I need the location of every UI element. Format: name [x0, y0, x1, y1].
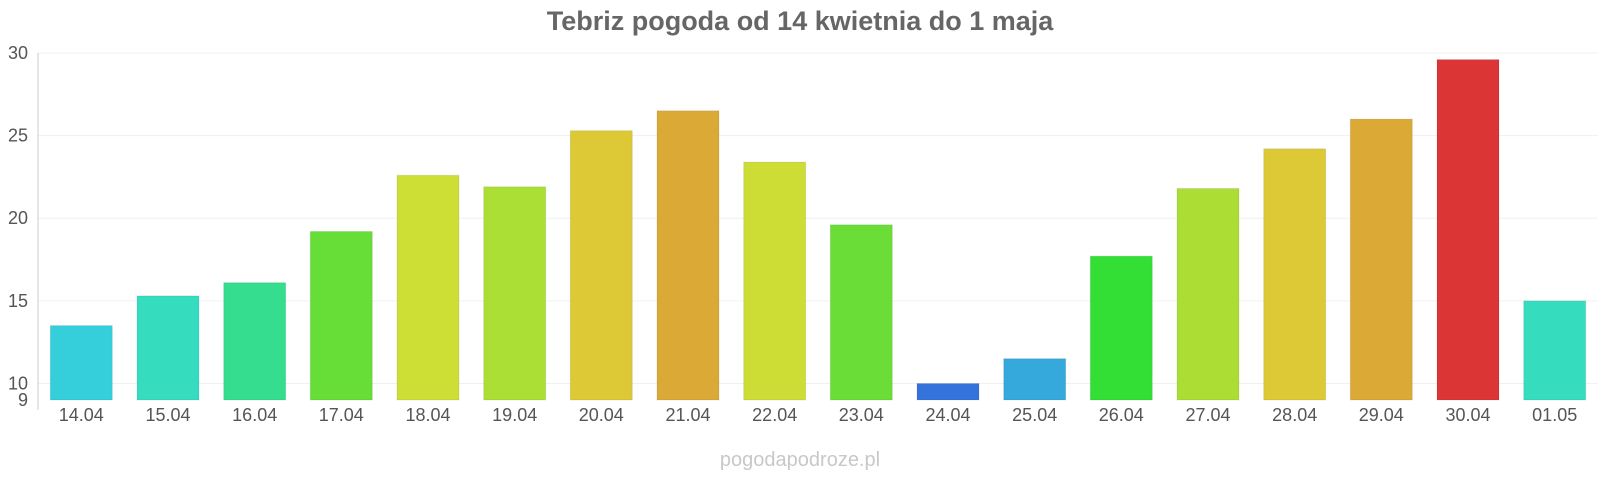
bar: [49, 325, 113, 401]
y-tick-labels: 910 15 20 25 30: [8, 43, 28, 410]
bar: [396, 174, 460, 401]
grid-lines: [38, 52, 1598, 384]
bar: [916, 383, 980, 401]
x-tick-label: 21.04: [665, 405, 710, 425]
y-tick-label: 30: [8, 43, 28, 63]
y-tick-label: 20: [8, 208, 28, 228]
bar: [1436, 59, 1500, 401]
x-tick-labels: 14.04 15.04 16.04 17.04 18.04 19.04 20.04 21.04…: [59, 405, 1577, 425]
x-tick-label: 22.04: [752, 405, 797, 425]
y-tick-label: 10: [8, 373, 28, 393]
x-tick-label: 26.04: [1099, 405, 1144, 425]
x-tick-label: 15.04: [145, 405, 190, 425]
bar: [1089, 255, 1153, 401]
chart-title: Tebriz pogoda od 14 kwietnia do 1 maja: [546, 6, 1054, 36]
bar: [309, 231, 373, 401]
x-tick-label: 16.04: [232, 405, 277, 425]
watermark: pogodapodroze.pl: [719, 449, 881, 471]
y-tick-label: 15: [8, 291, 28, 311]
bar: [1263, 148, 1327, 401]
bar: [743, 161, 807, 401]
bar: [223, 282, 287, 401]
x-tick-label: 14.04: [59, 405, 104, 425]
x-tick-label: 29.04: [1359, 405, 1404, 425]
bar: [136, 295, 200, 401]
bar: [829, 224, 893, 401]
x-tick-label: 23.04: [839, 405, 884, 425]
x-tick-label: 28.04: [1272, 405, 1317, 425]
bar: [483, 186, 547, 401]
bar: [569, 130, 633, 401]
x-tick-label: 27.04: [1185, 405, 1230, 425]
bar: [1003, 358, 1067, 401]
bar: [1176, 188, 1240, 401]
y-tick-label: 9: [18, 390, 28, 410]
x-tick-label: 01.05: [1532, 405, 1577, 425]
bar: [656, 110, 720, 401]
x-tick-label: 20.04: [579, 405, 624, 425]
x-tick-label: 24.04: [925, 405, 970, 425]
bars: [49, 59, 1587, 401]
y-tick-label: 25: [8, 126, 28, 146]
x-tick-label: 17.04: [319, 405, 364, 425]
bar: [1349, 118, 1413, 401]
bar: [1523, 300, 1587, 401]
x-tick-label: 18.04: [405, 405, 450, 425]
x-tick-label: 30.04: [1445, 405, 1490, 425]
x-tick-label: 25.04: [1012, 405, 1057, 425]
x-tick-label: 19.04: [492, 405, 537, 425]
